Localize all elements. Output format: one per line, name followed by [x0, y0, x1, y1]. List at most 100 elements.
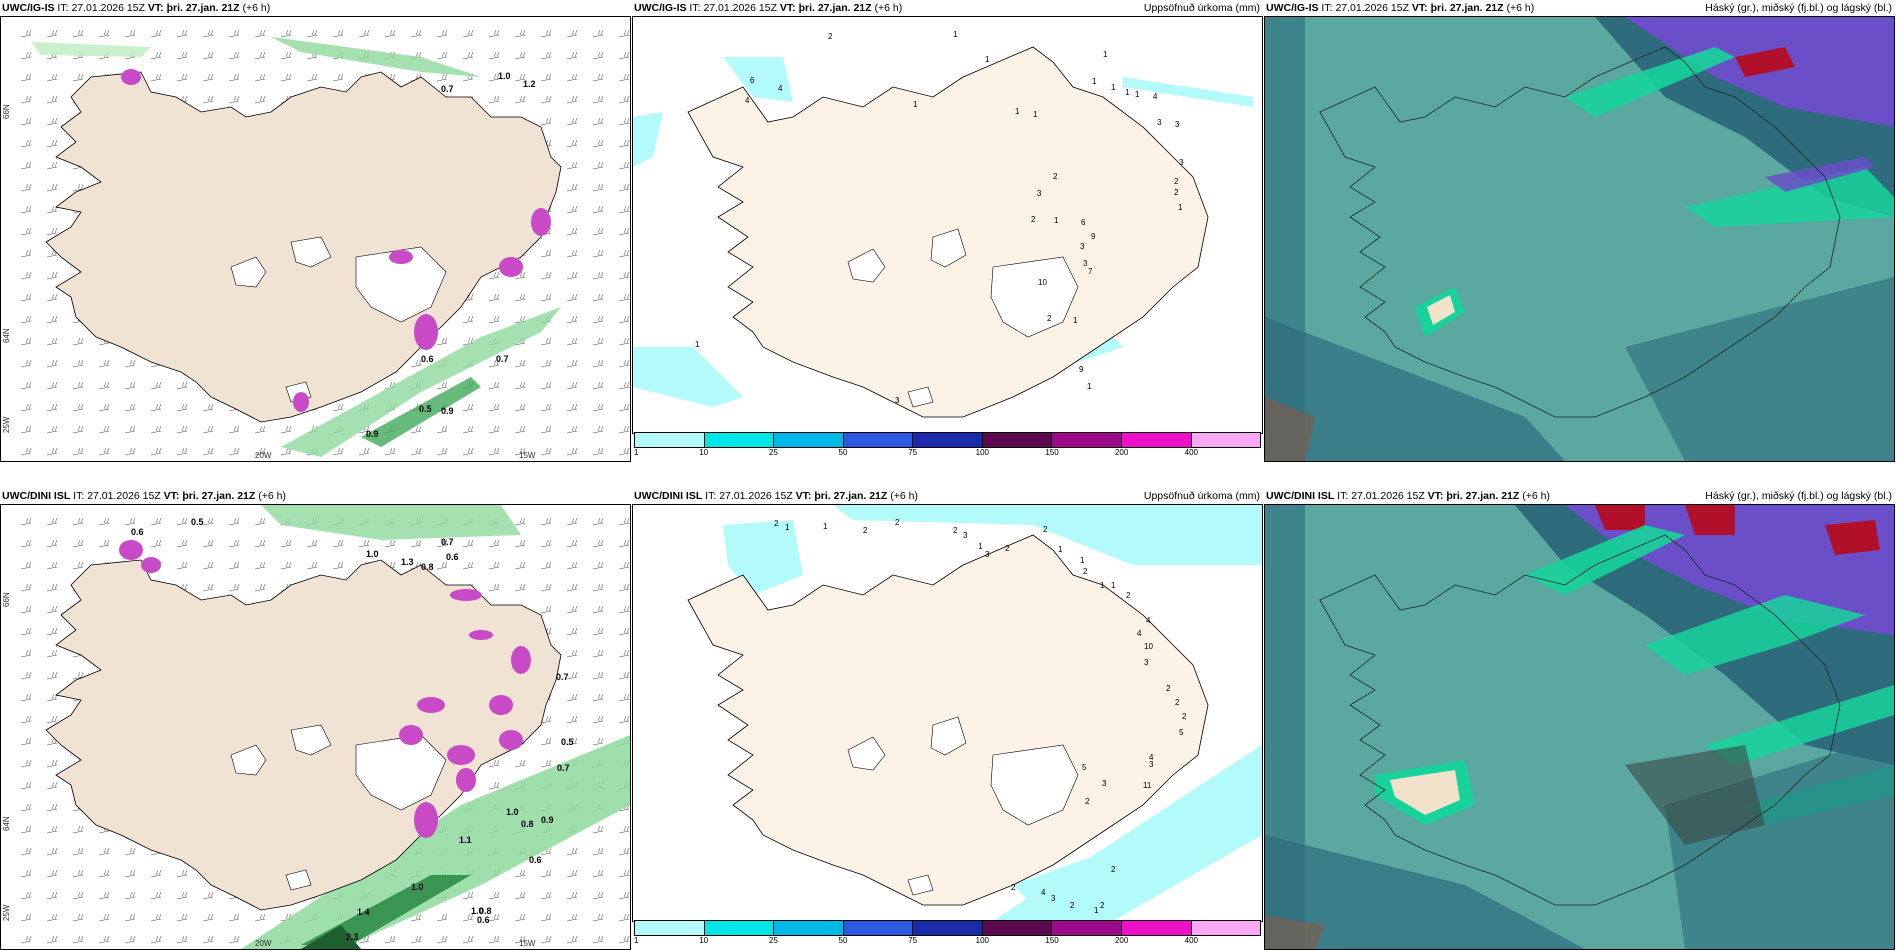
panel-header: UWC/DINI ISL IT: 27.01.2026 15Z VT: þri.…	[634, 490, 1260, 502]
wind-barb	[566, 183, 578, 192]
wind-barb	[72, 869, 84, 878]
wind-barb	[98, 425, 110, 434]
wind-barb	[332, 29, 344, 38]
wind-barb	[592, 425, 604, 434]
wind-barb	[592, 381, 604, 390]
wind-barb	[566, 117, 578, 126]
colorbar-tick-label: 25	[768, 936, 778, 945]
wind-barb	[228, 29, 240, 38]
wind-barb	[358, 447, 370, 456]
wind-barb	[462, 539, 474, 548]
wind-barb	[488, 539, 500, 548]
wind-barb	[20, 403, 32, 412]
precip-amount-label: 9	[1079, 365, 1084, 374]
colorbar-tick-label: 75	[908, 936, 918, 945]
wind-barb	[124, 29, 136, 38]
wind-value-label: 1.0	[498, 71, 511, 81]
wind-barb	[592, 359, 604, 368]
wind-barb	[20, 869, 32, 878]
precip-title: Uppsöfnuð úrkoma (mm)	[1143, 2, 1260, 14]
wind-barb	[592, 249, 604, 258]
wind-value-labels: 0.50.61.01.30.70.60.80.70.50.71.00.8 0.91…	[131, 517, 574, 942]
precip-number-labels: 2112223132211211244103222543115232432231…	[774, 518, 1187, 915]
colorbar-swatch	[843, 433, 914, 447]
precip-amount-label: 2	[774, 519, 779, 528]
colorbar-swatch	[982, 921, 1053, 935]
wind-barb	[150, 517, 162, 526]
wind-barb	[566, 517, 578, 526]
glaciers	[230, 236, 447, 403]
wind-barb	[20, 913, 32, 922]
wind-barb	[592, 447, 604, 456]
wind-barb	[618, 561, 630, 570]
wind-barb	[98, 913, 110, 922]
lon-label-25: 25W	[2, 416, 11, 433]
wind-barb	[618, 381, 630, 390]
wind-barb	[20, 139, 32, 148]
wind-value-label: 1.2	[523, 79, 536, 89]
wind-barb	[176, 447, 188, 456]
wind-barb	[46, 935, 58, 944]
precip-title: Uppsöfnuð úrkoma (mm)	[1143, 490, 1260, 502]
wind-barb	[176, 29, 188, 38]
wind-barb	[176, 561, 188, 570]
lat-label-66: 66N	[2, 592, 11, 607]
wind-barb	[462, 935, 474, 944]
colorbar-swatch	[1121, 921, 1192, 935]
wind-barb	[618, 73, 630, 82]
wind-barb	[124, 403, 136, 412]
wind-barb	[566, 913, 578, 922]
wind-value-label: 0.5	[561, 737, 574, 747]
wind-barb	[20, 737, 32, 746]
lon-label-20: 20W	[255, 939, 272, 948]
wind-barb	[566, 359, 578, 368]
wind-barb	[20, 249, 32, 258]
wind-barb	[488, 425, 500, 434]
lat-label-64: 64N	[2, 816, 11, 831]
wind-value-label: 0.6	[529, 855, 542, 865]
wind-barb	[566, 51, 578, 60]
wind-barb	[514, 869, 526, 878]
panel-header: UWC/IG-IS IT: 27.01.2026 15Z VT: þri. 27…	[2, 2, 271, 14]
wind-value-label: 0.5	[191, 517, 204, 527]
wind-barb	[280, 29, 292, 38]
wind-barb	[20, 583, 32, 592]
wind-barb	[176, 403, 188, 412]
wind-barb	[618, 935, 630, 944]
wind-barb	[410, 29, 422, 38]
precip-amount-label: 1	[1125, 88, 1130, 97]
wind-barb	[46, 95, 58, 104]
wind-barb	[124, 869, 136, 878]
wind-barb	[592, 227, 604, 236]
colorbar-tick-label: 100	[975, 448, 990, 457]
panel-header: UWC/DINI ISL IT: 27.01.2026 15Z VT: þri.…	[2, 490, 286, 502]
wind-barb	[566, 315, 578, 324]
wind-barb	[254, 583, 266, 592]
wind-barb	[46, 891, 58, 900]
wind-barb	[514, 359, 526, 368]
wind-barb	[436, 29, 448, 38]
wind-barb	[228, 913, 240, 922]
colorbar-swatch	[704, 921, 775, 935]
precip-amount-label: 1	[1058, 545, 1063, 554]
wind-barb	[540, 359, 552, 368]
colorbar-swatch	[774, 433, 844, 447]
wind-barb	[592, 183, 604, 192]
wind-barb	[228, 73, 240, 82]
wind-barb	[124, 359, 136, 368]
wind-barb	[618, 95, 630, 104]
wind-barb	[20, 891, 32, 900]
precip-amount-label: 2	[828, 32, 833, 41]
wind-barb	[592, 693, 604, 702]
wind-barb	[46, 117, 58, 126]
wind-barb	[254, 29, 266, 38]
precip-amount-label: 2	[1070, 901, 1075, 910]
wind-barb	[176, 517, 188, 526]
wind-barb	[46, 517, 58, 526]
precip-amount-label: 2	[953, 526, 958, 535]
wind-barb	[20, 671, 32, 680]
lon-label-25: 25W	[2, 904, 11, 921]
colorbar-swatch	[843, 921, 914, 935]
wind-barb	[592, 403, 604, 412]
wind-barb	[20, 935, 32, 944]
